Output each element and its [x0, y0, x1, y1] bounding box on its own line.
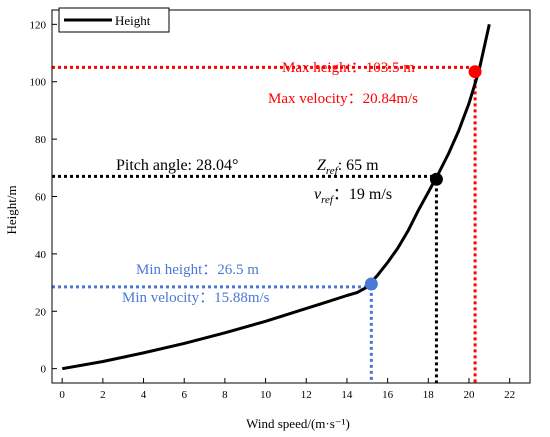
- y-tick-label: 120: [30, 19, 47, 31]
- x-tick-label: 10: [260, 389, 272, 401]
- x-tick-label: 14: [341, 389, 353, 401]
- z-ref-value: : 65 m: [338, 157, 379, 174]
- v-ref-symbol: v: [314, 186, 322, 203]
- z-ref-subscript: ref: [326, 165, 340, 177]
- legend-label: Height: [115, 13, 151, 28]
- x-tick-label: 8: [222, 389, 228, 401]
- x-tick-label: 4: [141, 389, 147, 401]
- v-ref-annotation: vref：19 m/s: [314, 186, 392, 206]
- legend: Height: [58, 7, 170, 33]
- y-tick-label: 20: [35, 306, 47, 318]
- max-point: [468, 65, 482, 79]
- ref-point: [429, 172, 443, 186]
- z-ref-annotation: Zref: 65 m: [317, 157, 379, 177]
- y-tick-label: 100: [30, 77, 47, 89]
- x-tick-label: 2: [100, 389, 106, 401]
- x-tick-label: 22: [504, 389, 515, 401]
- x-tick-label: 6: [181, 389, 187, 401]
- y-tick-label: 0: [41, 364, 47, 376]
- marker-points: [364, 65, 482, 291]
- max-height-annotation: Max height：103.5 m: [282, 60, 415, 76]
- x-axis-label: Wind speed/(m·s⁻¹): [246, 416, 350, 431]
- x-tick-label: 18: [423, 389, 435, 401]
- v-ref-subscript: ref: [321, 194, 335, 206]
- pitch-angle-annotation: Pitch angle: 28.04°: [116, 157, 238, 174]
- min-point: [364, 277, 378, 291]
- min-height-annotation: Min height：26.5 m: [136, 262, 259, 278]
- max-velocity-annotation: Max velocity：20.84m/s: [268, 91, 418, 107]
- x-tick-label: 16: [382, 389, 394, 401]
- y-tick-label: 60: [35, 192, 47, 204]
- min-velocity-annotation: Min velocity：15.88m/s: [122, 290, 270, 306]
- v-ref-value: ：19 m/s: [333, 186, 392, 203]
- y-axis-label: Height/m: [4, 185, 19, 234]
- y-tick-label: 40: [35, 249, 47, 261]
- curve-layer: [61, 23, 491, 371]
- x-tick-label: 12: [301, 389, 312, 401]
- guide-lines: [52, 65, 477, 383]
- x-tick-label: 0: [59, 389, 65, 401]
- z-ref-symbol: Z: [317, 157, 327, 174]
- x-tick-label: 20: [463, 389, 475, 401]
- y-tick-label: 80: [35, 134, 47, 146]
- x-axis-ticks: 0 2 4 6 8 10 12 14 16 18 20 22: [59, 378, 515, 401]
- height-curve: [61, 23, 491, 371]
- y-axis-ticks: 0 20 40 60 80 100 120: [30, 19, 57, 376]
